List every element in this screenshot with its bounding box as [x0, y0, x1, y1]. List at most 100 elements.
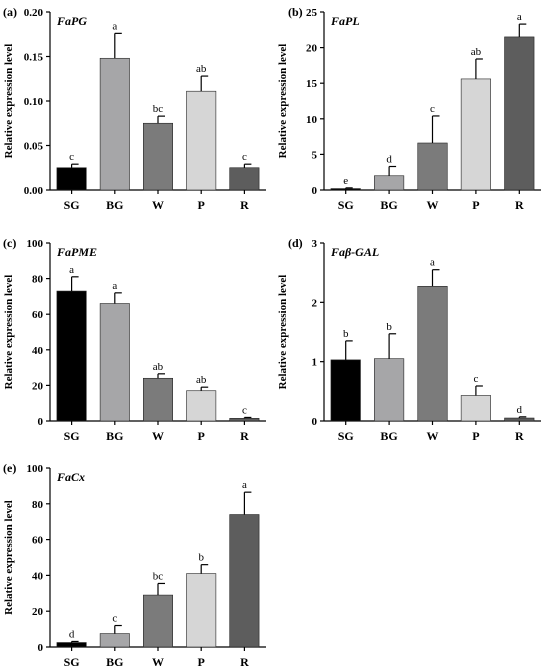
bar [330, 359, 361, 422]
significance-letter: a [69, 264, 74, 276]
significance-letter: b [386, 321, 392, 333]
gene-title: FaCx [56, 470, 85, 484]
bar [143, 377, 173, 422]
x-tick-label: SG [64, 198, 80, 212]
bar [56, 642, 87, 648]
bar [56, 167, 87, 191]
significance-letter: ab [196, 374, 207, 386]
y-tick-label: 0.20 [24, 7, 44, 19]
significance-letter: c [69, 151, 74, 163]
x-tick-label: P [198, 655, 205, 669]
y-tick-label: 15 [306, 78, 318, 90]
x-tick-label: R [515, 429, 524, 443]
x-tick-label: SG [64, 429, 80, 443]
y-tick-label: 40 [32, 570, 44, 582]
y-axis-label: Relative expression level [277, 44, 289, 159]
x-tick-label: W [427, 198, 439, 212]
y-tick-label: 60 [32, 535, 44, 547]
bar [186, 90, 217, 191]
y-tick-label: 0.10 [24, 96, 44, 108]
significance-letter: a [112, 20, 117, 32]
significance-letter: a [112, 280, 117, 292]
significance-letter: ab [471, 46, 482, 58]
bar [374, 358, 405, 422]
panel-label: (c) [3, 236, 16, 250]
bar [374, 175, 405, 191]
y-tick-label: 100 [27, 238, 44, 250]
bar [417, 142, 448, 191]
x-tick-label: R [240, 198, 249, 212]
gene-title: Faβ-GAL [330, 245, 379, 259]
bar [229, 514, 260, 648]
bar [417, 286, 448, 422]
bar [143, 122, 173, 191]
panel-label: (e) [3, 461, 16, 475]
x-tick-label: W [152, 429, 164, 443]
significance-letter: bc [153, 103, 164, 115]
significance-letter: a [242, 479, 247, 491]
y-tick-label: 0.15 [24, 52, 44, 64]
x-tick-label: BG [380, 429, 397, 443]
panel-label: (b) [288, 5, 303, 19]
significance-letter: a [517, 11, 522, 23]
y-tick-label: 0 [312, 185, 318, 197]
panel-label: (d) [288, 236, 303, 250]
bar [460, 395, 491, 422]
x-tick-label: R [515, 198, 524, 212]
x-tick-label: R [240, 655, 249, 669]
bar [99, 633, 130, 648]
x-tick-label: BG [106, 198, 123, 212]
y-tick-label: 25 [306, 7, 318, 19]
bar [186, 573, 217, 648]
chart-panel: (c) FaPME Relative expression level 0 20 40 60… [3, 236, 266, 443]
y-tick-label: 20 [32, 380, 44, 392]
x-tick-label: R [240, 429, 249, 443]
y-axis-label: Relative expression level [277, 275, 289, 390]
x-tick-label: BG [106, 655, 123, 669]
bar [99, 303, 130, 422]
chart-panel: (a) FaPG Relative expression level 0.00 0.05… [3, 5, 266, 212]
y-tick-label: 2 [312, 297, 318, 309]
significance-letter: ab [196, 63, 207, 75]
y-tick-label: 0.00 [24, 185, 44, 197]
y-axis-label: Relative expression level [3, 500, 15, 615]
significance-letter: ab [153, 361, 164, 373]
x-tick-label: W [152, 655, 164, 669]
x-tick-label: SG [64, 655, 80, 669]
gene-title: FaPL [330, 14, 360, 28]
x-tick-label: W [152, 198, 164, 212]
significance-letter: c [242, 404, 247, 416]
bar [99, 57, 130, 191]
bar [504, 36, 535, 191]
significance-letter: a [430, 257, 435, 269]
significance-letter: b [343, 328, 349, 340]
significance-letter: c [242, 151, 247, 163]
y-tick-label: 0.05 [24, 141, 44, 153]
x-tick-label: BG [106, 429, 123, 443]
y-tick-label: 0 [38, 416, 44, 428]
significance-letter: c [112, 613, 117, 625]
gene-title: FaPG [56, 14, 87, 28]
y-tick-label: 60 [32, 309, 44, 321]
bar [186, 390, 217, 422]
bar [229, 167, 260, 191]
x-tick-label: P [198, 198, 205, 212]
y-tick-label: 20 [32, 606, 44, 618]
x-tick-label: P [198, 429, 205, 443]
y-tick-label: 0 [312, 416, 318, 428]
x-tick-label: W [427, 429, 439, 443]
significance-letter: bc [153, 570, 164, 582]
bar [460, 78, 491, 191]
y-tick-label: 100 [27, 463, 44, 475]
y-tick-label: 10 [306, 114, 318, 126]
bar [56, 290, 87, 422]
significance-letter: b [198, 552, 204, 564]
x-tick-label: P [472, 198, 479, 212]
chart-panel: (d) Faβ-GAL Relative expression level 0 1 2 3 b… [277, 236, 541, 443]
y-axis-label: Relative expression level [3, 44, 15, 159]
significance-letter: c [430, 103, 435, 115]
y-tick-label: 0 [38, 642, 44, 654]
bar [504, 417, 535, 422]
panel-label: (a) [3, 5, 17, 19]
